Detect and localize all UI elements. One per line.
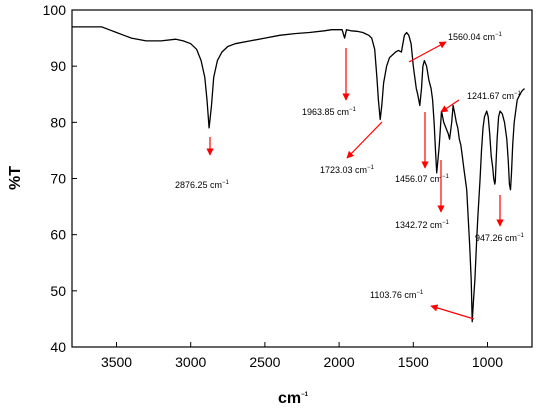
annotation-label: 1103.76 cm−1 (370, 290, 424, 300)
x-tick-label: 2500 (249, 354, 280, 370)
x-tick-label: 3500 (101, 354, 132, 370)
annotation-label: 2876.25 cm−1 (175, 180, 230, 190)
annotation-label: 1342.72 cm−1 (395, 220, 450, 230)
y-tick-label: 70 (50, 171, 66, 187)
axis-titles: %T cm−1 (7, 166, 309, 407)
spectrum-line (72, 26, 526, 323)
y-tick-label: 80 (50, 114, 66, 130)
x-tick-label: 2000 (324, 354, 355, 370)
y-tick-label: 60 (50, 227, 66, 243)
plot-border (71, 9, 533, 348)
y-tick-label: 50 (50, 283, 66, 299)
annotation-layer: 2876.25 cm−1 1963.85 cm−1 1723.03 cm−1 1560… (175, 32, 525, 320)
y-tick-label: 90 (50, 58, 66, 74)
annotation-label: 1560.04 cm−1 (448, 32, 503, 42)
y-axis-title: %T (7, 166, 24, 190)
x-axis-title-base: cm (278, 390, 301, 407)
annotation-arrow (440, 99, 460, 113)
annotation-arrow (346, 121, 383, 159)
y-tick-label: 100 (43, 2, 67, 18)
x-axis: 3500 3000 2500 2000 1500 1000 (101, 342, 503, 370)
x-axis-title-superscript: −1 (301, 392, 309, 398)
x-tick-label: 1000 (472, 354, 503, 370)
annotation-label: 1456.07 cm−1 (395, 174, 450, 184)
x-axis-title: cm−1 (278, 390, 309, 407)
annotation-label: 1963.85 cm−1 (302, 107, 357, 117)
annotation-label: 947.26 cm−1 (475, 233, 525, 243)
x-tick-label: 1500 (398, 354, 429, 370)
annotation-label: 1723.03 cm−1 (320, 165, 375, 175)
y-axis: 40 50 60 70 80 90 100 (43, 2, 77, 355)
plot-frame (71, 9, 533, 348)
series-layer (72, 26, 526, 323)
annotation-arrow (408, 41, 447, 63)
y-tick-label: 40 (50, 339, 66, 355)
annotation-label: 1241.67 cm−1 (467, 91, 522, 101)
x-tick-label: 3000 (175, 354, 206, 370)
annotation-arrow (430, 304, 475, 320)
